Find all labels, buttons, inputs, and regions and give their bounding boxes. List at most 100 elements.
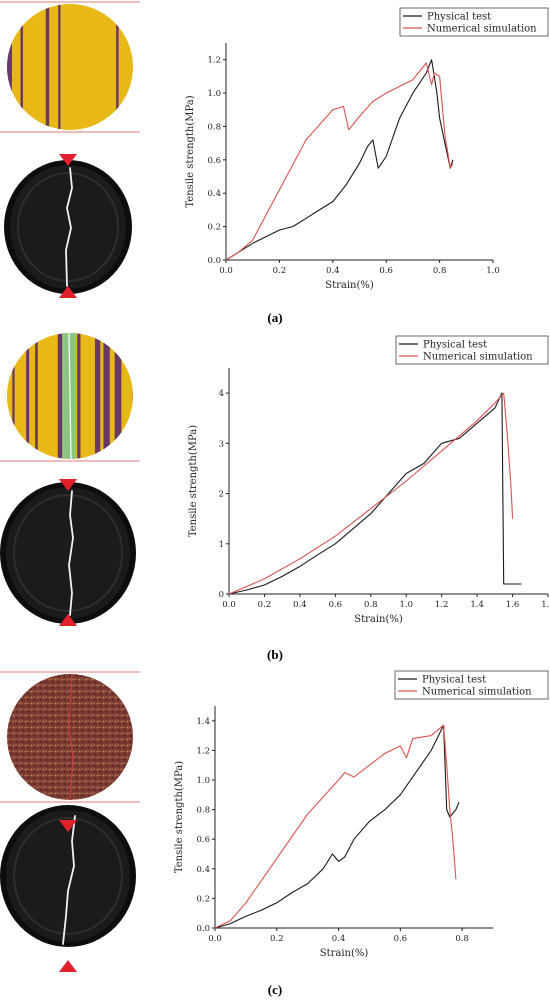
y-tick-label: 0.4 (207, 189, 221, 199)
y-tick-label: 1 (219, 540, 224, 550)
specimen-photo (4, 154, 132, 298)
y-tick-label: 1.0 (196, 776, 210, 786)
crack-line (68, 490, 74, 616)
specimen-photo (0, 479, 136, 626)
x-tick-label: 0.6 (379, 266, 393, 276)
specimen-disc (6, 810, 130, 942)
load-arrow-bottom (59, 960, 77, 972)
disc-stripe (103, 333, 110, 459)
x-tick-label: 0.0 (222, 600, 236, 610)
disc-rim (17, 172, 119, 282)
disc-stripe (94, 333, 101, 459)
legend-label: Physical test (422, 675, 486, 686)
strength-strain-chart: 0.0 0.2 0.4 0.6 0.8 1.0 0.0 0.2 0.4 0.6 0.8 1.0 1.2 S… (185, 7, 549, 291)
disc-stripe (45, 4, 50, 130)
y-tick-label: 0.0 (207, 256, 221, 266)
strength-strain-chart: 0.0 0.2 0.4 0.6 0.8 0.0 0.2 0.4 0.6 0.8 1.0 1.2 1.4 S… (174, 670, 549, 959)
y-axis-label: Tensile strength(MPa) (185, 95, 196, 207)
x-tick-label: 0.8 (433, 266, 447, 276)
y-tick-label: 0.8 (207, 122, 221, 132)
y-axis-label: Tensile strength(MPa) (188, 425, 199, 537)
x-tick-label: 1.0 (399, 600, 413, 610)
y-tick-label: 1.0 (207, 89, 221, 99)
specimen-photo (0, 805, 136, 972)
legend-label: Numerical simulation (423, 352, 533, 363)
specimen-simulation-image (0, 671, 140, 803)
y-tick-label: 4 (219, 389, 224, 399)
disc-stripe (132, 333, 133, 459)
y-tick-label: 0.2 (196, 894, 210, 904)
x-tick-label: 0.2 (270, 934, 284, 944)
y-tick-label: 0.4 (196, 865, 210, 875)
crack-line (68, 673, 74, 801)
legend-label: Numerical simulation (422, 687, 532, 698)
disc-stripe (77, 333, 81, 459)
specimen-disc (7, 333, 133, 459)
x-tick-label: 1.6 (506, 600, 520, 610)
physical-test-line (225, 59, 454, 261)
legend-box (394, 670, 549, 700)
legend-box (395, 335, 549, 365)
numerical-simulation-line (225, 62, 454, 261)
x-tick-label: 1.2 (435, 600, 449, 610)
x-tick-label: 0.0 (219, 266, 233, 276)
load-arrow-bottom (59, 286, 77, 298)
specimen-disc (7, 4, 133, 130)
panel-b: 0.0 0.2 0.4 0.6 0.8 1.0 1.2 1.4 1.6 1.8 0 1 2 3 4 Strai… (0, 333, 550, 666)
disc-rim (13, 494, 123, 612)
panel-c: 0.0 0.2 0.4 0.6 0.8 0.0 0.2 0.4 0.6 0.8 1.0 1.2 1.4 S… (0, 666, 550, 999)
specimen-disc (10, 165, 126, 289)
y-tick-label: 0.2 (207, 223, 221, 233)
legend-label: Physical test (423, 340, 487, 351)
figure-b: 0.0 0.2 0.4 0.6 0.8 1.0 1.2 1.4 1.6 1.8 0 1 2 3 4 Strai… (0, 333, 550, 626)
figure-c: 0.0 0.2 0.4 0.6 0.8 0.0 0.2 0.4 0.6 0.8 1.0 1.2 1.4 S… (0, 670, 549, 972)
x-tick-label: 1.8 (541, 600, 550, 610)
y-tick-label: 0 (219, 590, 224, 600)
crack-line (62, 815, 76, 945)
y-tick-label: 0.0 (196, 924, 210, 934)
x-tick-label: 0.0 (208, 934, 222, 944)
panel-label: (b) (267, 647, 283, 662)
figure-a: 0.0 0.2 0.4 0.6 0.8 1.0 0.0 0.2 0.4 0.6 0.8 1.0 1.2 S… (0, 1, 549, 298)
crack-band (62, 333, 76, 459)
x-axis-label: Strain(%) (325, 280, 374, 291)
y-tick-label: 3 (219, 439, 224, 449)
x-tick-label: 0.2 (258, 600, 272, 610)
panel-a: 0.0 0.2 0.4 0.6 0.8 1.0 0.0 0.2 0.4 0.6 0.8 1.0 1.2 S… (0, 0, 550, 333)
numerical-simulation-line (228, 392, 514, 595)
disc-stripe (114, 333, 122, 459)
y-tick-label: 0.6 (207, 156, 221, 166)
disc-stripe (116, 4, 119, 130)
specimen-simulation-image (0, 1, 140, 133)
x-tick-label: 1.4 (470, 600, 484, 610)
disc-stripe (58, 4, 61, 130)
legend-box (399, 7, 549, 37)
y-tick-label: 1.2 (207, 56, 221, 66)
disc-stripe (57, 333, 63, 459)
disc-stripe (7, 4, 12, 130)
disc-base (7, 4, 133, 130)
y-tick-label: 1.2 (196, 746, 210, 756)
legend-label: Numerical simulation (427, 24, 537, 35)
x-tick-label: 0.2 (273, 266, 287, 276)
physical-test-line (214, 724, 460, 929)
x-tick-label: 0.8 (455, 934, 469, 944)
physical-test-line (228, 392, 522, 595)
crack-line (68, 333, 72, 459)
y-tick-label: 2 (219, 490, 224, 500)
panel-label: (a) (267, 310, 283, 325)
panel-label: (c) (267, 982, 283, 997)
x-tick-label: 0.6 (394, 934, 408, 944)
disc-stripe (35, 333, 38, 459)
y-axis-label: Tensile strength(MPa) (174, 761, 185, 873)
disc-stripe (20, 4, 23, 130)
x-tick-label: 0.4 (332, 934, 346, 944)
y-tick-label: 1.4 (196, 717, 210, 727)
x-tick-label: 0.4 (326, 266, 340, 276)
legend-label: Physical test (427, 12, 491, 23)
load-arrow-top (59, 154, 77, 166)
specimen-simulation-image (0, 333, 140, 462)
